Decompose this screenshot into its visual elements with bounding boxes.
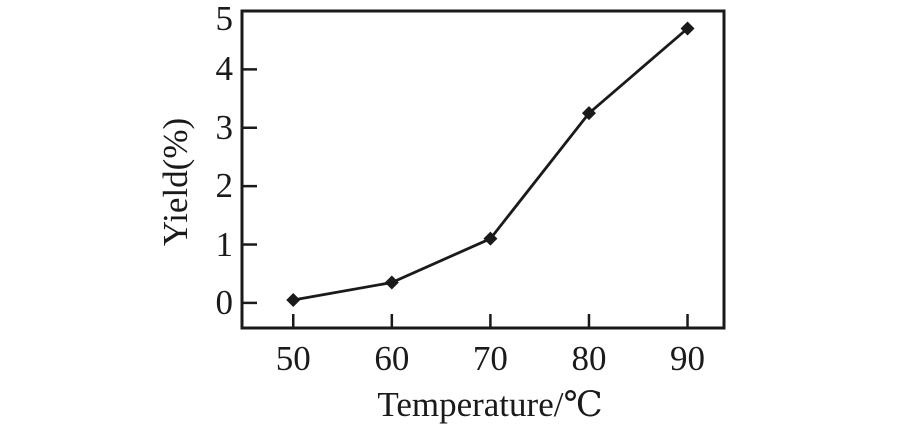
y-tick-label: 0 bbox=[215, 282, 234, 322]
diamond-marker bbox=[680, 21, 695, 36]
y-tick-label: 4 bbox=[215, 49, 234, 89]
x-tick-label: 80 bbox=[571, 339, 607, 378]
x-tick-label: 70 bbox=[472, 339, 508, 378]
x-axis-title: Temperature/℃ bbox=[377, 385, 603, 424]
diamond-marker bbox=[286, 292, 301, 307]
plot-frame bbox=[240, 9, 726, 330]
diamond-marker bbox=[581, 106, 596, 121]
diamond-marker bbox=[483, 231, 498, 246]
y-tick-label: 3 bbox=[215, 107, 234, 147]
x-tick-label: 50 bbox=[275, 339, 311, 378]
x-tick-label: 90 bbox=[670, 339, 706, 378]
x-tick-label: 60 bbox=[374, 339, 410, 378]
y-tick-label: 1 bbox=[215, 224, 234, 264]
y-tick-label: 2 bbox=[215, 166, 234, 206]
diamond-marker bbox=[384, 275, 399, 290]
y-tick-label: 5 bbox=[215, 0, 234, 38]
yield-series-line bbox=[293, 27, 689, 302]
